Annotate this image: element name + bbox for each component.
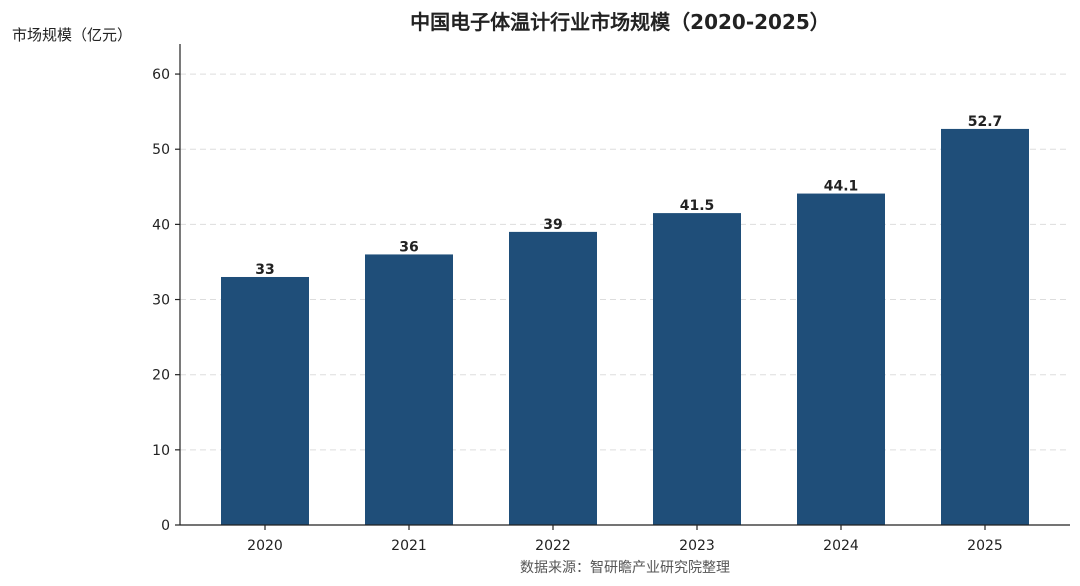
y-tick-label: 40 (152, 217, 170, 233)
chart-title: 中国电子体温计行业市场规模（2020-2025） (410, 10, 830, 34)
y-tick-label: 60 (152, 67, 170, 83)
y-tick-label: 20 (152, 368, 170, 384)
x-tick-label-2020: 2020 (247, 538, 283, 554)
x-axis-ticks: 2020 2021 2022 2023 2024 2025 (247, 525, 1003, 554)
bar-2020 (221, 276, 309, 525)
x-tick-label-2023: 2023 (679, 538, 715, 554)
data-label-2020: 33 (255, 262, 274, 278)
bar-2022 (509, 231, 597, 525)
gridlines (180, 73, 1070, 451)
data-label-2022: 39 (543, 217, 562, 233)
data-label-2021: 36 (399, 239, 418, 255)
x-tick-label-2025: 2025 (967, 538, 1003, 554)
y-axis-ticks: 0 10 20 30 40 50 60 (152, 67, 180, 534)
bar-2021 (365, 254, 453, 525)
data-labels: 33 36 39 41.5 44.1 52.7 (255, 114, 1002, 278)
bar-2025 (941, 128, 1029, 525)
y-tick-label: 10 (152, 443, 170, 459)
x-tick-label-2024: 2024 (823, 538, 859, 554)
bar-2024 (797, 193, 885, 525)
bar-2023 (653, 213, 741, 525)
data-label-2025: 52.7 (968, 114, 1003, 130)
y-axis-label: 市场规模（亿元） (12, 26, 132, 44)
data-label-2024: 44.1 (824, 179, 859, 195)
y-tick-label: 0 (161, 518, 170, 534)
x-tick-label-2021: 2021 (391, 538, 427, 554)
source-note: 数据来源：智研瞻产业研究院整理 (520, 559, 730, 576)
bars (221, 128, 1029, 525)
x-tick-label-2022: 2022 (535, 538, 571, 554)
data-label-2023: 41.5 (680, 198, 715, 214)
y-tick-label: 50 (152, 142, 170, 158)
y-tick-label: 30 (152, 293, 170, 309)
